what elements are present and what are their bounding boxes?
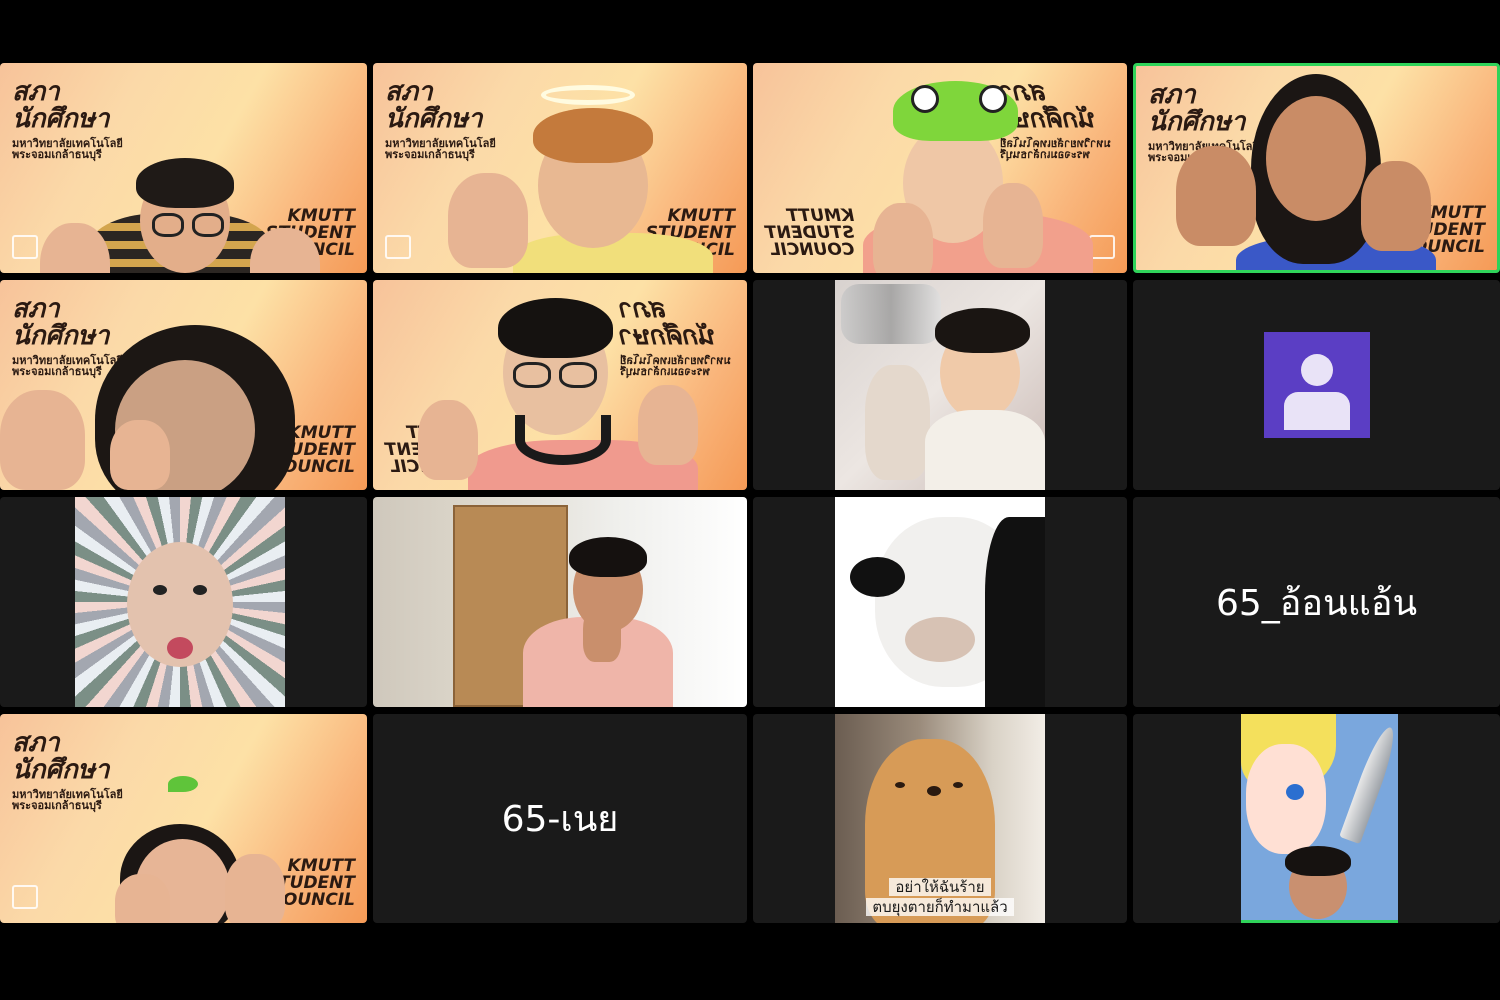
participant-tile-1[interactable]: สภา นักศึกษา มหาวิทยาลัยเทคโนโลยี พระจอม… bbox=[0, 63, 367, 273]
participant-tile-12[interactable]: 65_อ้อนแอ้น bbox=[1133, 497, 1500, 707]
dog-image: อย่าให้ฉันร้าย ตบยุงตายก็ทำมาแล้ว bbox=[835, 714, 1045, 923]
raised-hand bbox=[115, 874, 170, 923]
headphones-icon bbox=[515, 415, 611, 465]
participant-tile-11[interactable] bbox=[753, 497, 1127, 707]
sprout-icon bbox=[168, 776, 198, 792]
participant-face bbox=[1266, 96, 1366, 221]
participant-tile-7[interactable] bbox=[753, 280, 1127, 490]
council-logo bbox=[385, 235, 411, 259]
default-avatar-icon bbox=[1263, 332, 1370, 438]
participant-tile-9[interactable] bbox=[0, 497, 367, 707]
participant-grid: สภา นักศึกษา มหาวิทยาลัยเทคโนโลยี พระจอม… bbox=[0, 63, 1500, 923]
council-heading: สภา นักศึกษา มหาวิทยาลัยเทคโนโลยี พระจอม… bbox=[12, 294, 123, 379]
participant-tile-16[interactable] bbox=[1133, 714, 1500, 923]
participant-tile-14[interactable]: 65-เนย bbox=[373, 714, 747, 923]
raised-hand bbox=[873, 203, 933, 273]
council-heading: สภา นักศึกษา มหาวิทยาลัยเทคโนโลยี พระจอม… bbox=[385, 77, 496, 162]
council-badge: KMUTT STUDENT COUNCIL bbox=[265, 856, 355, 910]
participant-name: 65-เนย bbox=[501, 799, 619, 840]
cow-image bbox=[835, 497, 1045, 707]
participant-tile-15[interactable]: อย่าให้ฉันร้าย ตบยุงตายก็ทำมาแล้ว bbox=[753, 714, 1127, 923]
raised-hand bbox=[583, 602, 621, 662]
council-badge: KMUTT STUDENT COUNCIL bbox=[765, 206, 855, 260]
participant-tile-4[interactable]: สภา นักศึกษา มหาวิทยาลัยเทคโนโลยี พระจอม… bbox=[1133, 63, 1500, 273]
glasses bbox=[152, 213, 184, 237]
knife-icon bbox=[1339, 723, 1398, 845]
participant-tile-5[interactable]: สภา นักศึกษา มหาวิทยาลัยเทคโนโลยี พระจอม… bbox=[0, 280, 367, 490]
council-logo bbox=[12, 885, 38, 909]
participant-tile-10[interactable] bbox=[373, 497, 747, 707]
participant-photo bbox=[835, 280, 1045, 490]
council-logo bbox=[12, 235, 38, 259]
participant-tile-2[interactable]: สภา นักศึกษา มหาวิทยาลัยเทคโนโลยี พระจอม… bbox=[373, 63, 747, 273]
cat-image bbox=[865, 365, 930, 480]
participant-tile-8[interactable] bbox=[1133, 280, 1500, 490]
participant-tile-6[interactable]: สภา นักศึกษา มหาวิทยาลัยเทคโนโลยี พระจอม… bbox=[373, 280, 747, 490]
halo-icon bbox=[541, 85, 635, 105]
participant-photo bbox=[75, 497, 285, 707]
raised-hand bbox=[1176, 146, 1256, 246]
council-heading: สภา นักศึกษา มหาวิทยาลัยเทคโนโลยี พระจอม… bbox=[620, 294, 731, 379]
cartoon-image bbox=[1241, 714, 1398, 923]
raised-hand bbox=[0, 390, 85, 490]
council-heading: สภา นักศึกษา มหาวิทยาลัยเทคโนโลยี พระจอม… bbox=[12, 728, 123, 813]
raised-hand bbox=[448, 173, 528, 268]
participant-tile-3[interactable]: สภา นักศึกษา มหาวิทยาลัยเทคโนโลยี พระจอม… bbox=[753, 63, 1127, 273]
balloon-letters bbox=[841, 284, 941, 344]
participant-name: 65_อ้อนแอ้น bbox=[1215, 582, 1418, 624]
raised-hand bbox=[40, 223, 110, 273]
glasses bbox=[513, 362, 551, 388]
council-heading: สภา นักศึกษา มหาวิทยาลัยเทคโนโลยี พระจอม… bbox=[12, 77, 123, 162]
participant-tile-13[interactable]: สภา นักศึกษา มหาวิทยาลัยเทคโนโลยี พระจอม… bbox=[0, 714, 367, 923]
dog-caption: อย่าให้ฉันร้าย ตบยุงตายก็ทำมาแล้ว bbox=[835, 877, 1045, 918]
raised-hand bbox=[418, 400, 478, 480]
